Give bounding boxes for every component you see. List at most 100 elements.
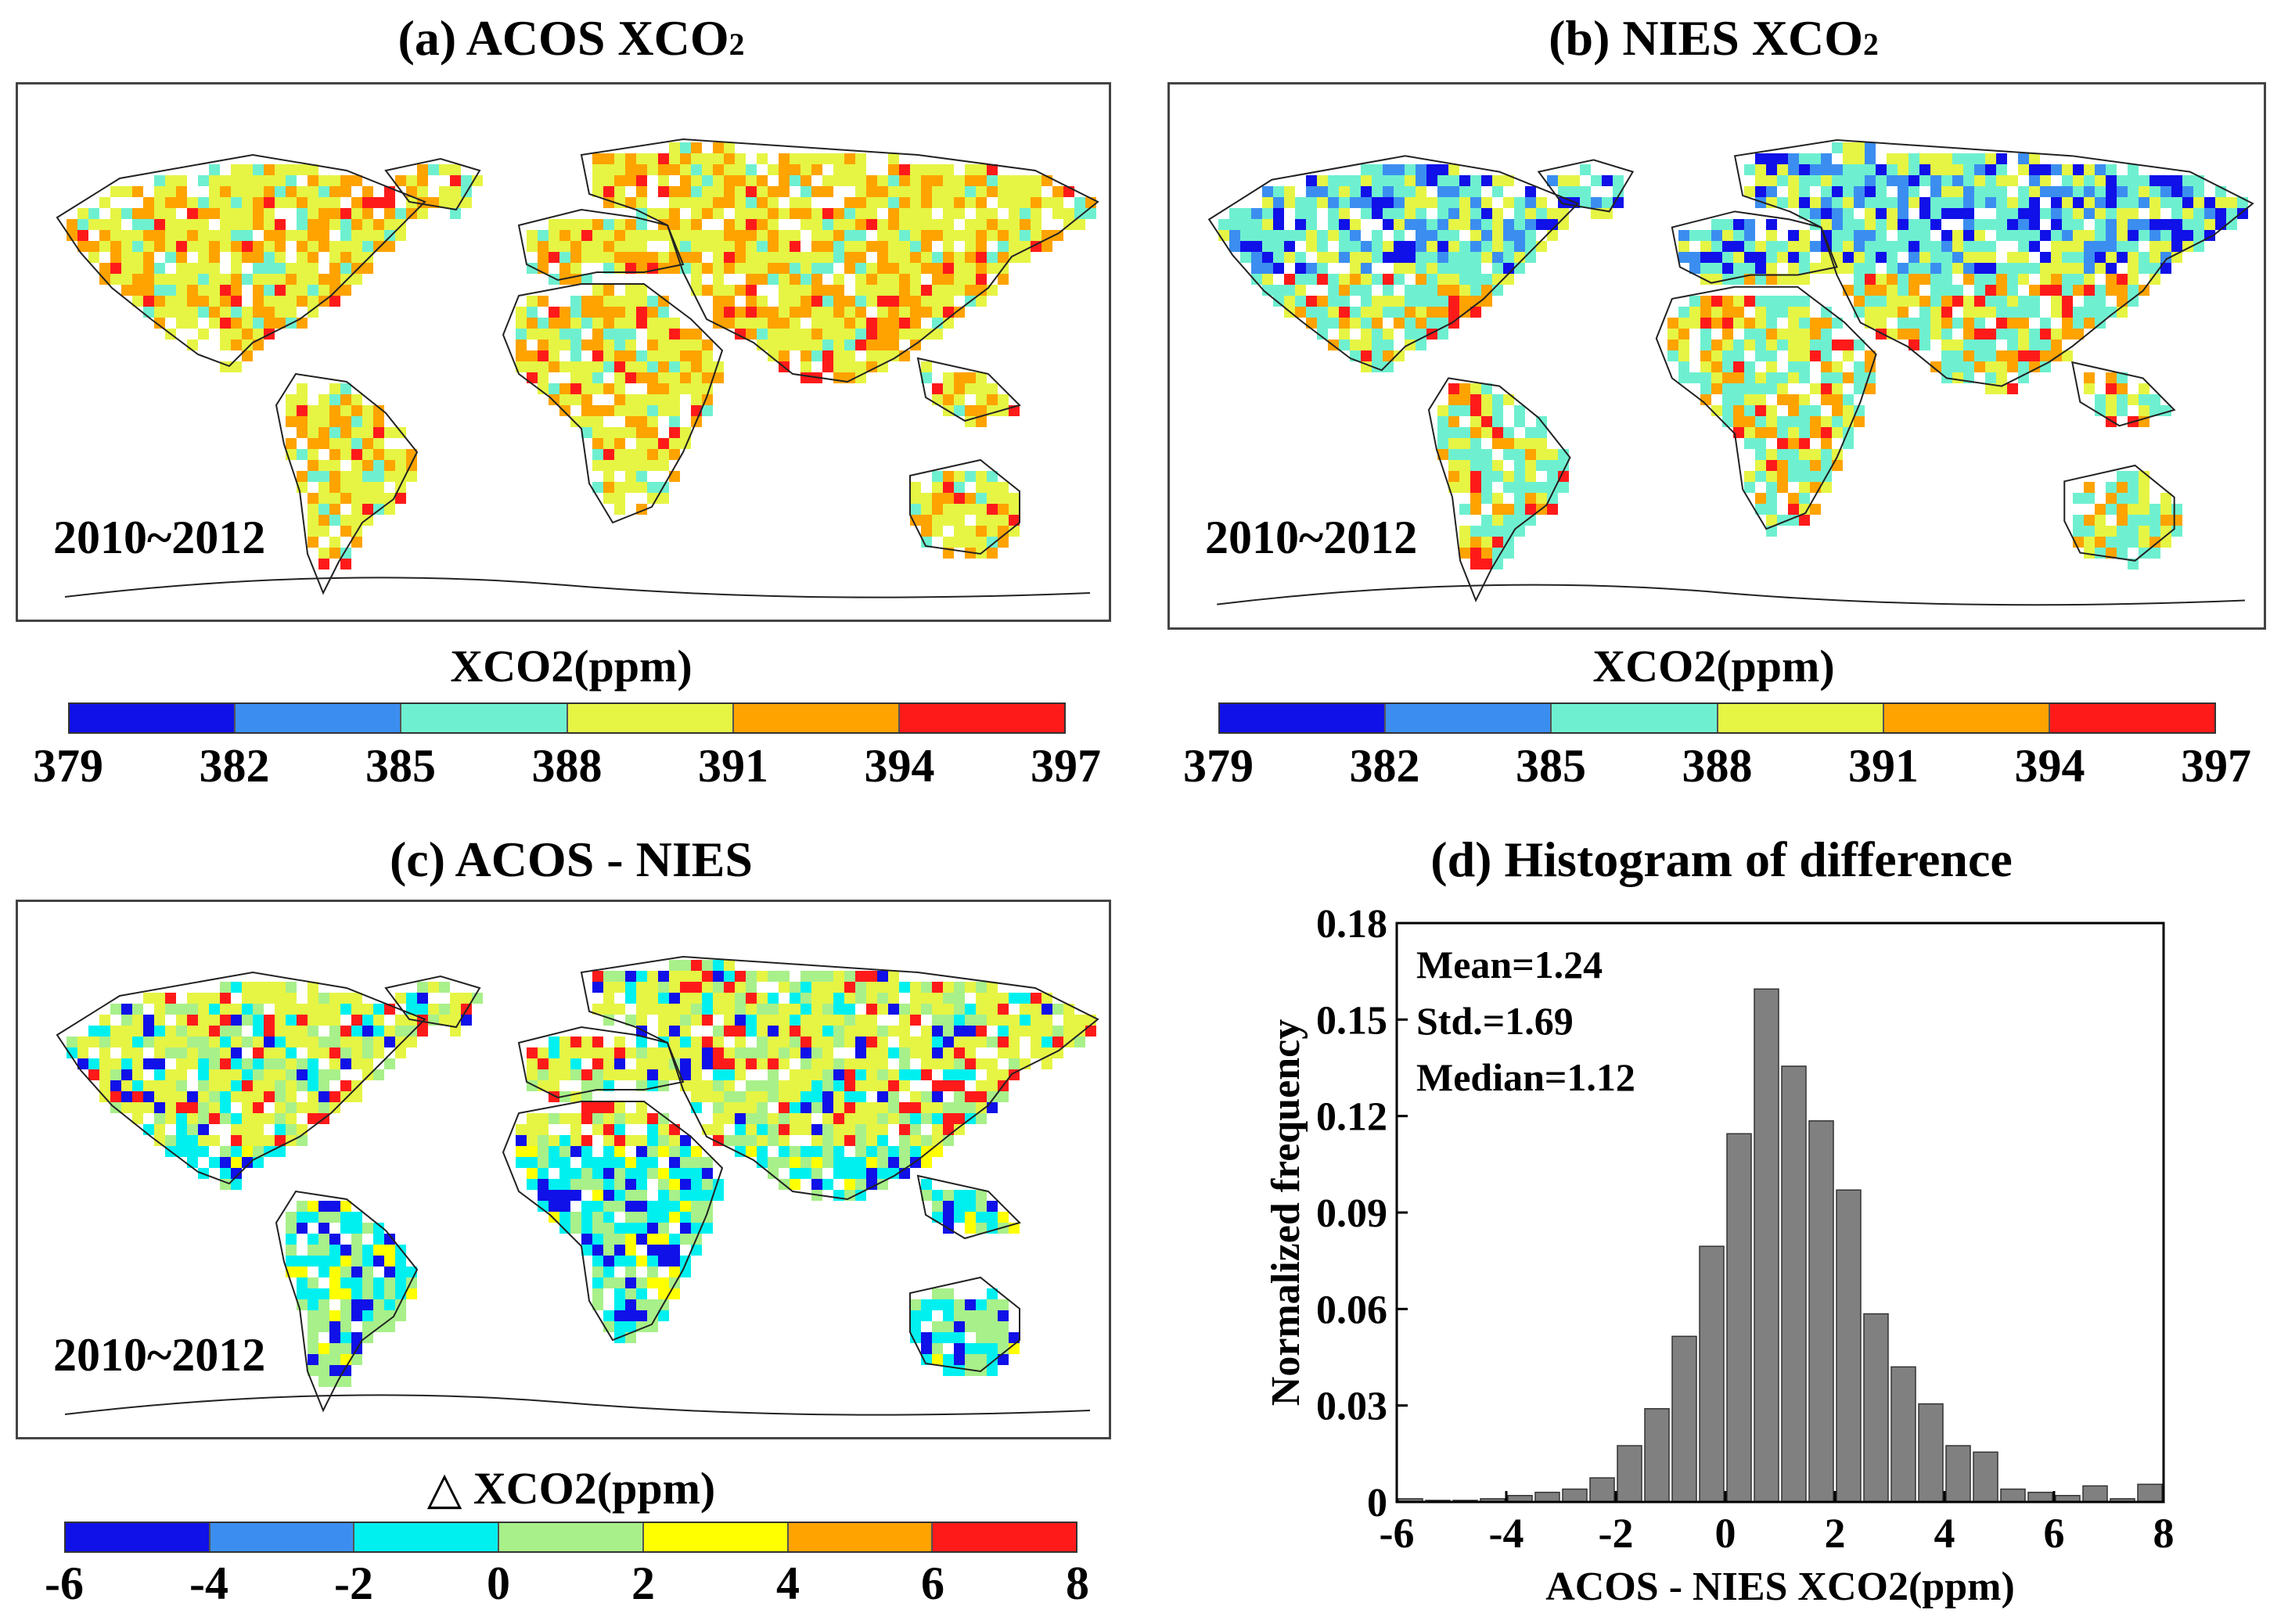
map-pixel bbox=[998, 1354, 1009, 1365]
map-pixel bbox=[318, 1310, 329, 1321]
map-pixel bbox=[713, 1190, 724, 1201]
map-pixel bbox=[1974, 186, 1985, 197]
map-pixel bbox=[987, 471, 998, 482]
map-pixel bbox=[165, 1091, 176, 1102]
map-pixel bbox=[1470, 449, 1481, 460]
map-pixel bbox=[1503, 219, 1514, 230]
map-pixel bbox=[1985, 153, 1996, 164]
map-pixel bbox=[713, 971, 724, 982]
map-pixel bbox=[746, 274, 757, 285]
map-pixel bbox=[976, 416, 987, 427]
map-pixel bbox=[669, 1201, 680, 1212]
map-pixel bbox=[910, 1146, 921, 1157]
map-pixel bbox=[1052, 230, 1063, 241]
map-pixel bbox=[713, 230, 724, 241]
map-pixel bbox=[275, 1113, 286, 1124]
map-pixel bbox=[340, 241, 351, 252]
map-pixel bbox=[417, 1026, 428, 1037]
map-pixel bbox=[2073, 230, 2084, 241]
map-pixel bbox=[275, 252, 286, 263]
map-pixel bbox=[1317, 329, 1328, 340]
map-pixel bbox=[592, 1102, 603, 1113]
map-pixel bbox=[822, 1102, 833, 1113]
map-pixel bbox=[1799, 482, 1810, 493]
map-pixel bbox=[625, 361, 636, 372]
map-pixel bbox=[351, 1245, 362, 1256]
map-pixel bbox=[822, 350, 833, 361]
map-pixel bbox=[943, 1015, 954, 1026]
map-pixel bbox=[702, 241, 713, 252]
map-pixel bbox=[1350, 252, 1361, 263]
map-pixel bbox=[669, 383, 680, 394]
map-pixel bbox=[899, 274, 910, 285]
map-pixel bbox=[1700, 263, 1711, 274]
map-pixel bbox=[351, 263, 362, 274]
map-pixel bbox=[921, 175, 932, 186]
map-pixel bbox=[154, 1069, 165, 1080]
map-pixel bbox=[2018, 318, 2029, 329]
map-pixel bbox=[768, 230, 779, 241]
map-pixel bbox=[209, 1047, 220, 1058]
map-pixel bbox=[384, 197, 395, 208]
map-pixel bbox=[1295, 230, 1306, 241]
map-pixel bbox=[1678, 252, 1689, 263]
map-pixel bbox=[1052, 197, 1063, 208]
map-pixel bbox=[340, 493, 351, 504]
map-pixel bbox=[1963, 241, 1974, 252]
map-pixel bbox=[1074, 219, 1085, 230]
map-pixel bbox=[1843, 263, 1854, 274]
map-pixel bbox=[1372, 274, 1383, 285]
map-pixel bbox=[1074, 208, 1085, 219]
map-pixel bbox=[855, 208, 866, 219]
map-pixel bbox=[921, 197, 932, 208]
map-pixel bbox=[99, 1080, 110, 1091]
map-pixel bbox=[1383, 219, 1394, 230]
map-pixel bbox=[1339, 318, 1350, 329]
map-pixel bbox=[549, 1069, 559, 1080]
map-pixel bbox=[318, 1256, 329, 1267]
map-pixel bbox=[1821, 219, 1832, 230]
map-pixel bbox=[888, 175, 899, 186]
x-tick-label: -2 bbox=[1599, 1510, 1634, 1557]
map-pixel bbox=[154, 241, 165, 252]
map-pixel bbox=[636, 449, 647, 460]
map-pixel bbox=[910, 1047, 921, 1058]
map-pixel bbox=[198, 285, 209, 296]
map-pixel bbox=[790, 1004, 800, 1015]
map-pixel bbox=[1941, 274, 1952, 285]
map-pixel bbox=[625, 1015, 636, 1026]
map-pixel bbox=[581, 1091, 592, 1102]
map-pixel bbox=[242, 1102, 253, 1113]
map-pixel bbox=[1952, 318, 1963, 329]
map-pixel bbox=[844, 197, 855, 208]
map-pixel bbox=[198, 1146, 209, 1157]
map-pixel bbox=[1448, 394, 1459, 405]
map-pixel bbox=[450, 164, 461, 175]
map-pixel bbox=[220, 1026, 231, 1037]
map-pixel bbox=[286, 1026, 297, 1037]
colorbar-b-segment bbox=[1386, 704, 1552, 732]
map-pixel bbox=[680, 340, 691, 350]
map-pixel bbox=[2182, 197, 2193, 208]
map-pixel bbox=[713, 1102, 724, 1113]
map-pixel bbox=[1361, 208, 1372, 219]
map-pixel bbox=[1262, 197, 1273, 208]
continent-outline bbox=[517, 208, 685, 282]
map-pixel bbox=[636, 372, 647, 383]
map-pixel bbox=[866, 219, 877, 230]
map-pixel bbox=[264, 993, 275, 1004]
map-pixel bbox=[1941, 197, 1952, 208]
map-pixel bbox=[242, 252, 253, 263]
map-pixel bbox=[297, 1267, 308, 1277]
map-pixel bbox=[735, 175, 746, 186]
map-pixel bbox=[1383, 350, 1394, 361]
map-pixel bbox=[888, 1146, 899, 1157]
map-pixel bbox=[340, 1026, 351, 1037]
map-pixel bbox=[2171, 504, 2182, 515]
map-pixel bbox=[329, 416, 340, 427]
map-pixel bbox=[549, 383, 559, 394]
map-pixel bbox=[2018, 252, 2029, 263]
map-pixel bbox=[680, 1234, 691, 1245]
map-pixel bbox=[603, 1245, 614, 1256]
map-pixel bbox=[297, 186, 308, 197]
